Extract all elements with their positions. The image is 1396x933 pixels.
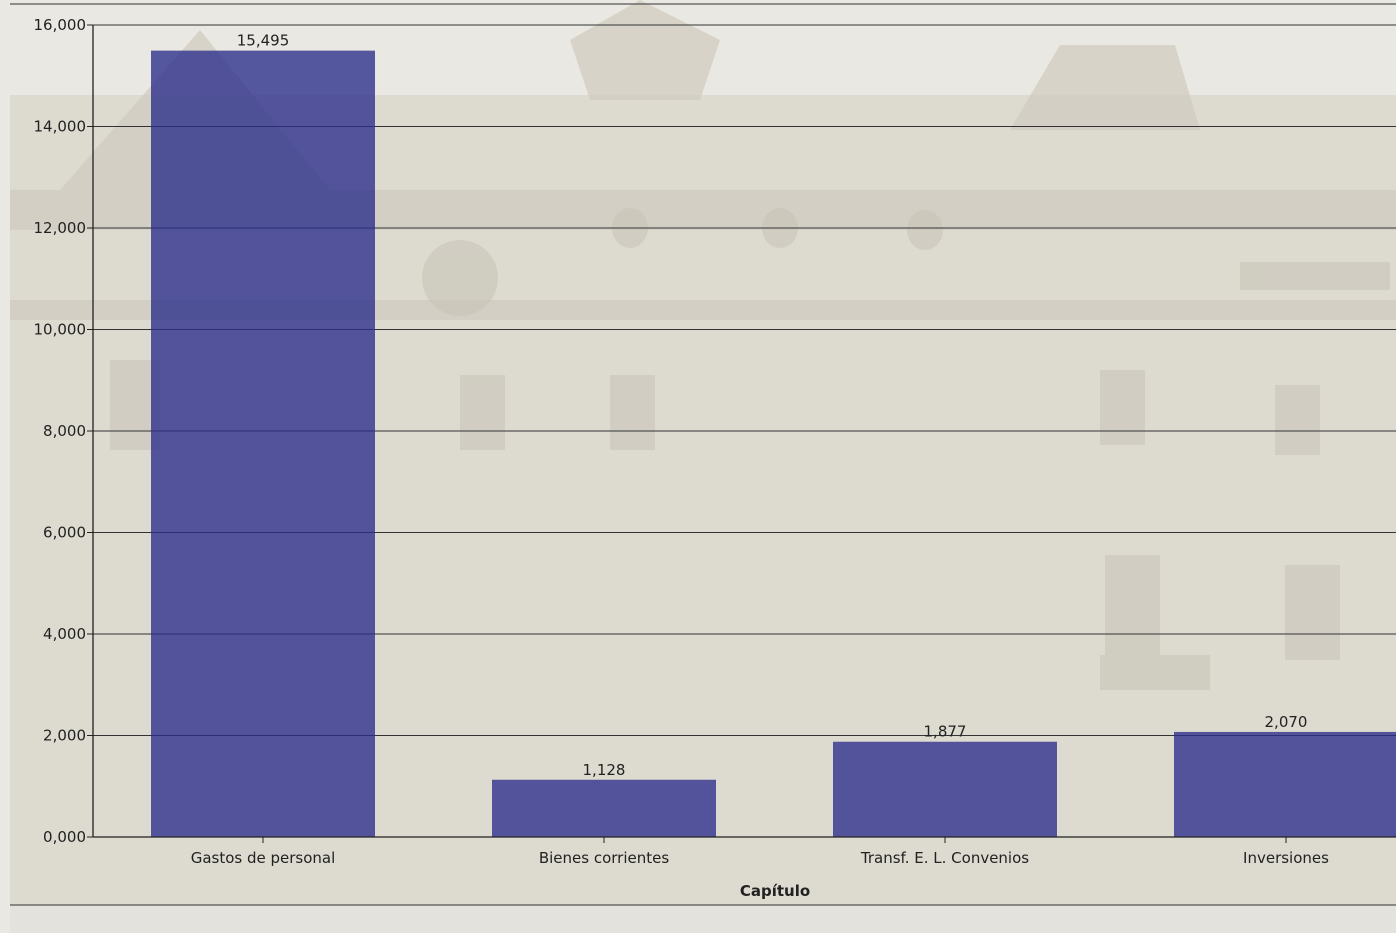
bar — [1174, 731, 1396, 837]
y-tick-label: 6,000 — [43, 524, 86, 542]
y-tick-label: 4,000 — [43, 625, 86, 643]
y-tick-label: 2,000 — [43, 727, 86, 745]
y-tick-label: 10,000 — [34, 321, 87, 339]
data-label: 1,128 — [583, 761, 626, 779]
bar — [492, 779, 716, 837]
x-category-label: Gastos de personal — [191, 849, 336, 867]
x-category-labels: Gastos de personal Bienes corrientes Trans… — [191, 837, 1329, 867]
y-tick-label: 14,000 — [34, 118, 87, 136]
bar — [833, 741, 1057, 837]
y-tick-label: 16,000 — [34, 16, 87, 34]
y-tick-label: 12,000 — [34, 219, 87, 237]
bar — [151, 50, 375, 838]
data-label: 15,495 — [237, 32, 290, 50]
x-category-label: Transf. E. L. Convenios — [860, 849, 1029, 867]
y-tick-label: 0,000 — [43, 828, 86, 846]
data-label: 1,877 — [924, 723, 967, 741]
y-tick-labels: 0,000 2,000 4,000 6,000 8,000 10,000 12,000 14,… — [34, 16, 93, 846]
data-labels: 15,495 1,128 1,877 2,070 — [237, 32, 1308, 779]
bars — [151, 50, 1396, 838]
x-axis-title: Capítulo — [740, 882, 810, 900]
x-category-label: Inversiones — [1243, 849, 1329, 867]
data-label: 2,070 — [1265, 713, 1308, 731]
x-category-label: Bienes corrientes — [539, 849, 670, 867]
y-tick-label: 8,000 — [43, 422, 86, 440]
